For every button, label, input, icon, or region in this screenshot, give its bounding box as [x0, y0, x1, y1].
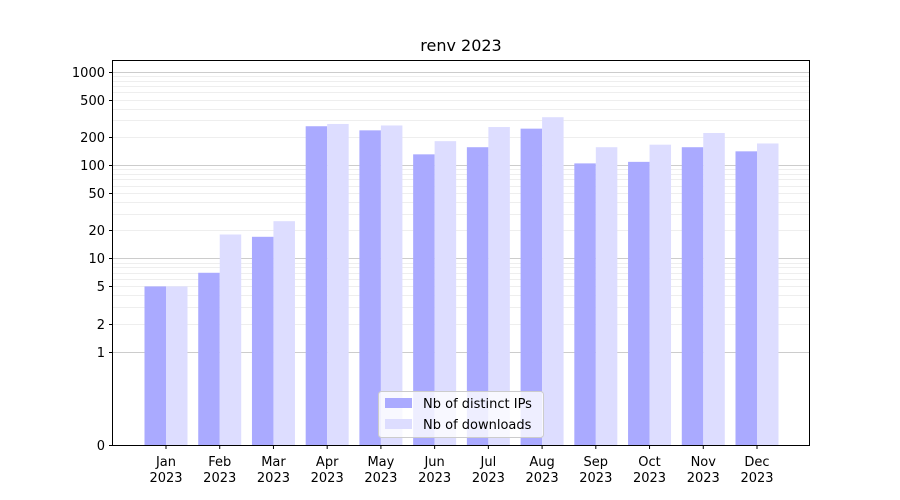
- bar-distinct-ips: [628, 161, 650, 446]
- legend-swatch: [385, 419, 412, 429]
- x-tick-label-year: 2023: [740, 471, 773, 486]
- y-tick-label: 100: [80, 159, 105, 174]
- y-axis: 0 1 2 5 10 20 50 100 200 500 1000: [72, 66, 113, 454]
- x-tick-label-year: 2023: [203, 471, 236, 486]
- y-tick-label: 10: [88, 252, 105, 267]
- x-tick-label-month: May: [367, 455, 394, 470]
- bar-downloads: [488, 127, 510, 446]
- legend: Nb of distinct IPs Nb of downloads: [378, 391, 544, 438]
- bar-downloads: [219, 234, 242, 445]
- plot-area: [112, 60, 810, 446]
- bar-distinct-ips: [681, 147, 704, 445]
- bars: [144, 117, 779, 446]
- x-tick-label-month: Dec: [744, 455, 769, 470]
- bar-downloads: [595, 147, 618, 445]
- legend-label: Nb of downloads: [423, 418, 532, 433]
- bar-downloads: [434, 141, 457, 445]
- y-tick-label: 200: [80, 131, 105, 146]
- y-tick-label: 1000: [72, 66, 105, 81]
- y-tick-label: 0: [97, 439, 105, 454]
- x-tick-label-month: Jul: [480, 455, 497, 470]
- y-tick-label: 5: [97, 280, 105, 295]
- bar-downloads: [380, 125, 403, 445]
- bar-downloads: [649, 144, 672, 445]
- bar-downloads: [273, 221, 295, 445]
- x-tick-label-month: Jan: [155, 455, 176, 470]
- x-tick-label-month: Feb: [208, 455, 231, 470]
- x-tick-label-year: 2023: [687, 471, 720, 486]
- x-tick-label-month: Sep: [584, 455, 609, 470]
- x-tick-label-year: 2023: [526, 471, 559, 486]
- legend-label: Nb of distinct IPs: [423, 397, 532, 412]
- x-tick-label-year: 2023: [472, 471, 505, 486]
- bar-distinct-ips: [359, 130, 381, 445]
- x-tick-label-month: Nov: [691, 455, 717, 470]
- y-tick-label: 50: [88, 187, 105, 202]
- bar-distinct-ips: [198, 272, 220, 445]
- x-tick-label-year: 2023: [311, 471, 344, 486]
- bar-downloads: [703, 133, 725, 445]
- x-tick-label-month: Jun: [423, 455, 444, 470]
- legend-swatch: [385, 398, 412, 408]
- bar-distinct-ips: [144, 286, 166, 445]
- bar-distinct-ips: [251, 236, 274, 445]
- y-tick-label: 2: [97, 318, 105, 333]
- x-tick-label-month: Mar: [261, 455, 286, 470]
- x-axis: Jan2023Feb2023Mar2023Apr2023May2023Jun20…: [149, 445, 774, 486]
- legend-box: [378, 391, 544, 438]
- chart-title: renv 2023: [420, 36, 501, 55]
- x-tick-label-year: 2023: [418, 471, 451, 486]
- bar-downloads: [542, 117, 564, 445]
- bar-downloads: [327, 123, 349, 445]
- bar-downloads: [166, 286, 188, 445]
- x-tick-label-month: Apr: [316, 455, 339, 470]
- x-tick-label-month: Aug: [529, 455, 554, 470]
- bar-distinct-ips: [520, 128, 543, 446]
- y-tick-label: 1: [97, 346, 105, 361]
- bar-distinct-ips: [574, 163, 596, 446]
- bar-distinct-ips: [413, 154, 435, 445]
- x-tick-label-year: 2023: [579, 471, 612, 486]
- x-tick-label-month: Oct: [638, 455, 660, 470]
- bar-distinct-ips: [735, 151, 757, 445]
- x-tick-label-year: 2023: [364, 471, 397, 486]
- y-tick-label: 20: [88, 224, 105, 239]
- bar-distinct-ips: [305, 126, 328, 446]
- bar-downloads: [757, 143, 779, 445]
- x-tick-label-year: 2023: [257, 471, 290, 486]
- x-tick-label-year: 2023: [633, 471, 666, 486]
- x-tick-label-year: 2023: [149, 471, 182, 486]
- bar-distinct-ips: [466, 147, 489, 445]
- y-tick-label: 500: [80, 94, 105, 109]
